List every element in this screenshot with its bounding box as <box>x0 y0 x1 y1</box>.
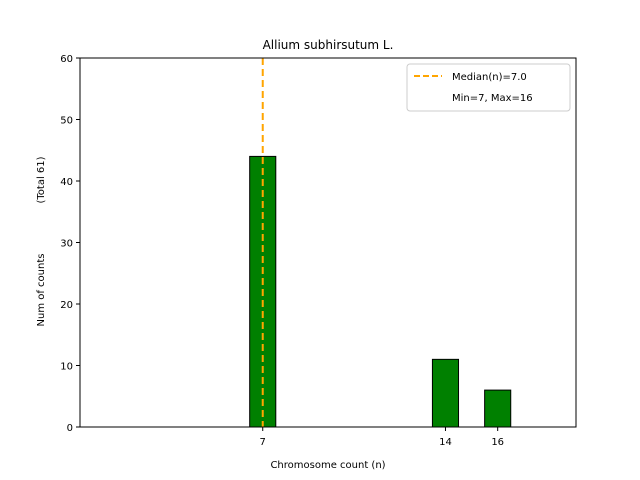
x-axis-ticks: 7 14 16 <box>260 427 504 448</box>
y-tick-label-20: 20 <box>60 300 73 311</box>
x-axis-label: Chromosome count (n) <box>270 460 385 471</box>
y-tick-label-50: 50 <box>60 116 73 127</box>
bar-14 <box>431 358 460 428</box>
x-tick-label-7: 7 <box>260 437 266 448</box>
bar-16 <box>484 389 512 428</box>
legend: Median(n)=7.0 Min=7, Max=16 <box>406 63 571 112</box>
x-tick-label-16: 16 <box>491 437 504 448</box>
chart-title: Allium subhirsutum L. <box>263 38 394 52</box>
y-axis-label: Num of counts <box>36 254 47 327</box>
x-tick-label-14: 14 <box>439 437 452 448</box>
y-tick-label-10: 10 <box>60 362 73 373</box>
plot-frame <box>79 57 577 428</box>
y-axis-ticks: 0 10 20 30 40 50 60 <box>60 54 80 434</box>
legend-box <box>406 63 571 112</box>
y-tick-label-60: 60 <box>60 54 73 65</box>
y-tick-label-40: 40 <box>60 177 73 188</box>
y-axis-total-label: (Total 61) <box>36 156 47 203</box>
legend-entry-minmax: Min=7, Max=16 <box>452 93 533 104</box>
y-tick-label-30: 30 <box>60 239 73 250</box>
legend-entry-median: Median(n)=7.0 <box>452 72 527 83</box>
y-tick-label-0: 0 <box>67 423 73 434</box>
bars <box>249 155 512 428</box>
